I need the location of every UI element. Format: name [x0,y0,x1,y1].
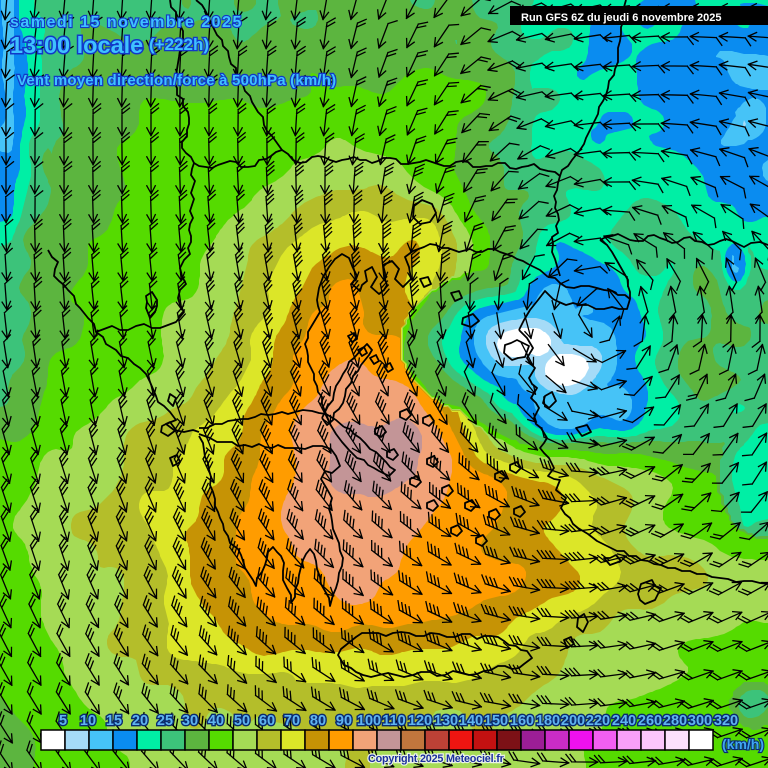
svg-text:280: 280 [663,713,687,729]
svg-text:60: 60 [259,713,275,729]
svg-text:160: 160 [510,713,534,729]
svg-text:13:00 locale: 13:00 locale [10,32,143,58]
svg-text:110: 110 [382,713,405,729]
svg-text:25: 25 [157,713,173,729]
svg-text:15: 15 [106,713,122,729]
svg-text:Copyright 2025 Meteociel.fr: Copyright 2025 Meteociel.fr [368,753,505,765]
svg-text:120: 120 [408,713,432,729]
svg-text:(km/h): (km/h) [722,736,764,752]
svg-text:5: 5 [59,713,67,729]
svg-text:80: 80 [310,713,326,729]
svg-text:320: 320 [714,713,738,729]
svg-text:90: 90 [336,713,352,729]
svg-text:10: 10 [80,713,96,729]
svg-text:30: 30 [182,713,198,729]
svg-text:260: 260 [638,713,662,729]
svg-text:Vent moyen direction/force à 5: Vent moyen direction/force à 500hPa (km/… [17,72,336,89]
svg-text:20: 20 [132,713,148,729]
svg-text:70: 70 [284,713,300,729]
svg-text:140: 140 [459,713,483,729]
svg-text:130: 130 [434,713,458,729]
svg-text:240: 240 [612,713,636,729]
svg-text:Run GFS 6Z du jeudi 6 novembre: Run GFS 6Z du jeudi 6 novembre 2025 [521,12,722,24]
svg-text:40: 40 [208,713,224,729]
svg-text:samedi 15 novembre 2025: samedi 15 novembre 2025 [10,14,243,31]
svg-text:300: 300 [688,713,712,729]
svg-text:180: 180 [536,713,560,729]
svg-text:200: 200 [561,713,585,729]
svg-text:(+222h): (+222h) [149,35,209,54]
svg-text:50: 50 [234,713,250,729]
svg-text:220: 220 [586,713,610,729]
svg-text:100: 100 [357,713,381,729]
svg-text:150: 150 [484,713,508,729]
